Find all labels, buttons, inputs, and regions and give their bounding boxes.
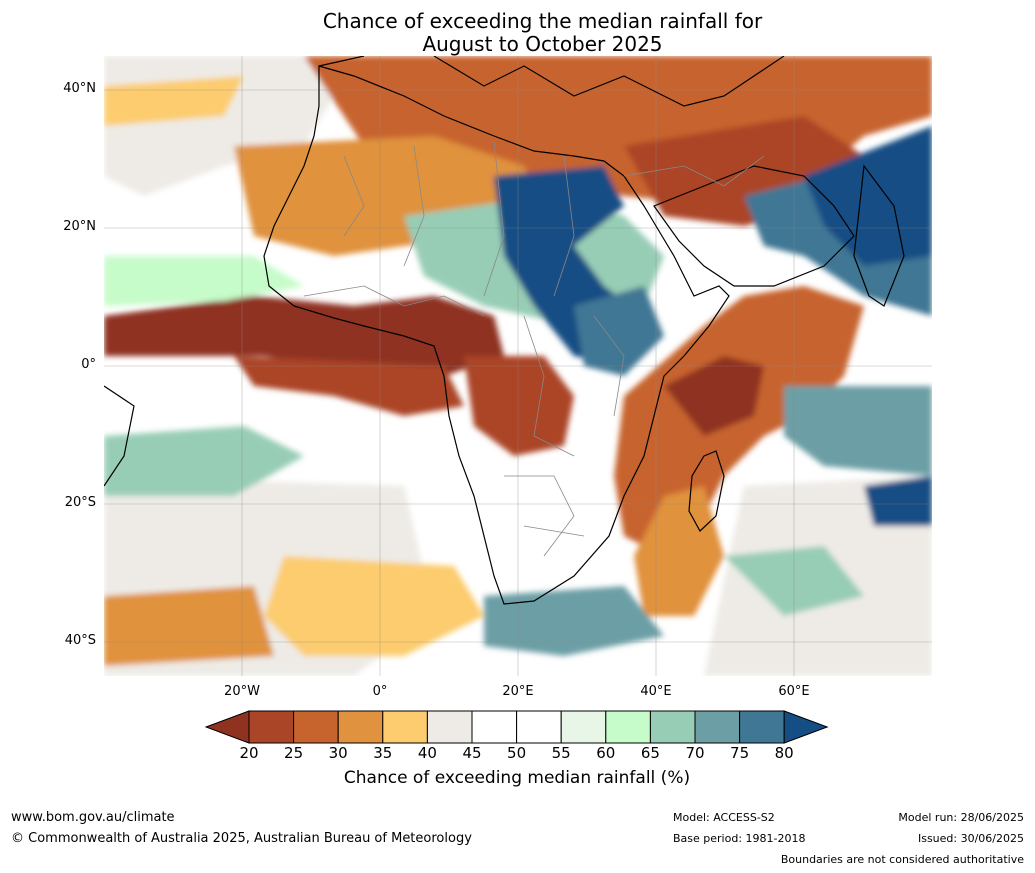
chart-title: Chance of exceeding the median rainfall … xyxy=(0,10,1035,56)
colorbar xyxy=(204,710,831,748)
colorbar-swatch xyxy=(248,710,295,744)
country-borders xyxy=(303,140,765,557)
lat-label-40n: 40°N xyxy=(63,81,96,96)
base-period: Base period: 1981-2018 xyxy=(673,832,806,845)
colorbar-tick-label: 55 xyxy=(551,744,571,762)
colorbar-title: Chance of exceeding median rainfall (%) xyxy=(343,768,691,788)
boundaries-disclaimer: Boundaries are not considered authoritat… xyxy=(780,853,1024,866)
colorbar-tick-label: 70 xyxy=(685,744,705,762)
border-central-africa xyxy=(523,315,625,457)
border-west-africa xyxy=(303,285,485,317)
field-patch-north-margin xyxy=(104,76,244,126)
colorbar-tick-label: 35 xyxy=(373,744,393,762)
south-america-coastline xyxy=(104,385,135,487)
colorbar-swatch xyxy=(694,710,741,744)
colorbar-swatch xyxy=(426,710,473,744)
border-north-africa xyxy=(343,140,575,297)
colorbar-tick-label: 65 xyxy=(640,744,660,762)
india-coastline xyxy=(853,164,905,307)
lat-label-20n: 20°N xyxy=(63,219,96,234)
lon-label-0: 0° xyxy=(372,684,388,699)
colorbar-tick-label: 80 xyxy=(774,744,794,762)
madagascar-coastline xyxy=(688,450,725,532)
colorbar-tick-label: 45 xyxy=(462,744,482,762)
border-southern-africa xyxy=(504,475,585,557)
lat-label-20s: 20°S xyxy=(64,495,96,510)
field-patch-west-africa xyxy=(234,356,464,416)
field-patch-south-yellow xyxy=(264,556,484,656)
lon-label-60e: 60°E xyxy=(778,684,810,699)
graticule xyxy=(104,56,932,676)
colorbar-swatch xyxy=(337,710,384,744)
colorbar-swatch xyxy=(471,710,518,744)
lat-label-40s: 40°S xyxy=(64,633,96,648)
lon-label-40e: 40°E xyxy=(640,684,672,699)
model-name: Model: ACCESS-S2 xyxy=(673,811,775,824)
field-patch-east-indian xyxy=(864,476,932,526)
field-patch-madagascar xyxy=(634,486,724,616)
field-patch-india xyxy=(804,126,932,266)
colorbar-swatch xyxy=(560,710,607,744)
europe-coastline xyxy=(318,56,785,107)
colorbar-swatch xyxy=(516,710,562,744)
website-link[interactable]: www.bom.gov.au/climate xyxy=(11,810,175,825)
field-patch-south-atlantic-green xyxy=(484,586,664,656)
field-patch-southwest xyxy=(104,586,274,666)
field-patch-congo xyxy=(464,356,574,456)
lon-label-20w: 20°W xyxy=(224,684,260,699)
issued-date: Issued: 30/06/2025 xyxy=(917,832,1024,845)
field-patch-indian-ocean xyxy=(784,386,932,476)
copyright-text: © Commonwealth of Australia 2025, Austra… xyxy=(11,831,472,846)
colorbar-extend-low xyxy=(204,710,250,744)
colorbar-swatch xyxy=(605,710,651,744)
border-middle-east xyxy=(623,155,765,187)
field-patch-great-lakes xyxy=(574,286,664,376)
field-patch-tropical-atlantic xyxy=(104,256,304,306)
title-line-1: Chance of exceeding the median rainfall … xyxy=(322,9,763,33)
colorbar-tick-label: 75 xyxy=(730,744,750,762)
colorbar-extend-high xyxy=(783,710,829,744)
colorbar-tick-label: 50 xyxy=(507,744,527,762)
africa-coastline xyxy=(263,65,730,605)
lat-label-0: 0° xyxy=(81,357,96,372)
field-patch-sahel xyxy=(104,296,504,376)
field-patch-equatorial-atlantic xyxy=(104,426,304,496)
colorbar-tick-label: 25 xyxy=(284,744,304,762)
colorbar-tick-label: 20 xyxy=(239,744,259,762)
rainfall-map xyxy=(104,56,932,676)
colorbar-swatch xyxy=(293,710,339,744)
lon-label-20e: 20°E xyxy=(502,684,534,699)
model-run-date: Model run: 28/06/2025 xyxy=(898,811,1024,824)
colorbar-swatch xyxy=(649,710,696,744)
colorbar-swatch xyxy=(739,710,785,744)
colorbar-tick-label: 40 xyxy=(417,744,437,762)
title-line-2: August to October 2025 xyxy=(422,32,663,56)
colorbar-swatch xyxy=(382,710,428,744)
colorbar-tick-label: 30 xyxy=(328,744,348,762)
colorbar-tick-label: 60 xyxy=(596,744,616,762)
field-patch-horn-coast xyxy=(664,356,764,436)
